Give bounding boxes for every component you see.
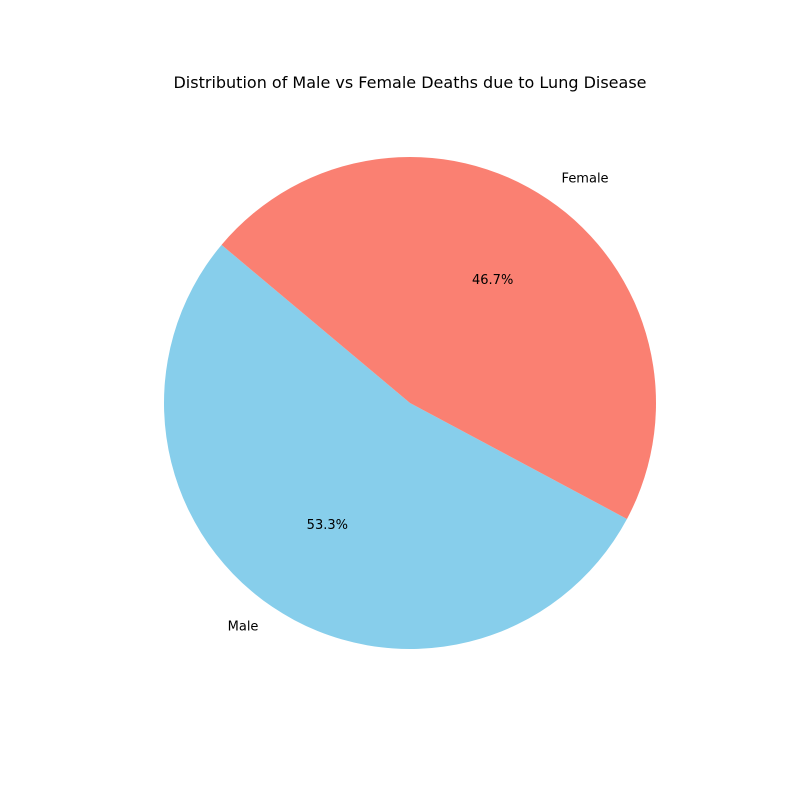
- slice-label-male: Male: [228, 620, 259, 635]
- slice-label-female: Female: [562, 171, 609, 186]
- chart-title: Distribution of Male vs Female Deaths du…: [173, 73, 646, 92]
- pie-labels: Male 53.3% Female 46.7%: [228, 171, 609, 634]
- slice-pct-male: 53.3%: [307, 518, 348, 533]
- pie-slice-female: [221, 157, 656, 519]
- pie-slices: [163, 157, 656, 650]
- pie-slice-male: [163, 244, 627, 650]
- slice-pct-female: 46.7%: [472, 273, 513, 288]
